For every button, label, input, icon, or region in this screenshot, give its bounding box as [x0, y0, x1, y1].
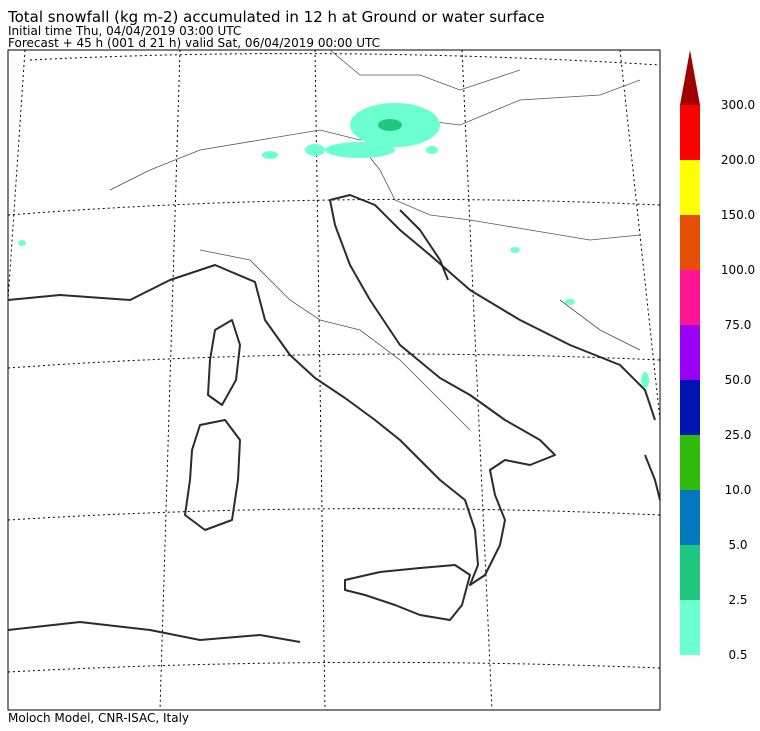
map — [7, 49, 661, 711]
colorbar-segment — [680, 215, 700, 270]
colorbar-label: 75.0 — [725, 318, 752, 332]
colorbar-label: 2.5 — [728, 593, 747, 607]
colorbar-segment — [680, 325, 700, 380]
colorbar-segment — [680, 270, 700, 325]
colorbar-segment — [680, 380, 700, 435]
colorbar-label: 150.0 — [721, 208, 755, 222]
footer: Moloch Model, CNR-ISAC, Italy — [8, 711, 189, 725]
snow-areas — [18, 103, 649, 388]
colorbar-label: 100.0 — [721, 263, 755, 277]
colorbar-label: 200.0 — [721, 153, 755, 167]
colorbar: 0.5 2.5 5.0 10.0 25.0 50.0 75.0 100.0 150.0 200.0… — [680, 50, 755, 662]
colorbar-segment — [680, 160, 700, 215]
initial-time: Initial time Thu, 04/04/2019 03:00 UTC — [8, 24, 241, 38]
borders — [109, 49, 641, 431]
coastlines — [7, 194, 661, 643]
colorbar-segment — [680, 435, 700, 490]
colorbar-segment — [680, 490, 700, 545]
colorbar-label: 10.0 — [725, 483, 752, 497]
colorbar-extend — [680, 50, 700, 105]
colorbar-label: 300.0 — [721, 98, 755, 112]
colorbar-label: 0.5 — [728, 648, 747, 662]
colorbar-segment — [680, 545, 700, 600]
forecast: Forecast + 45 h (001 d 21 h) valid Sat, … — [8, 36, 380, 50]
colorbar-label: 50.0 — [725, 373, 752, 387]
colorbar-segment — [680, 105, 700, 160]
title: Total snowfall (kg m-2) accumulated in 1… — [7, 8, 545, 26]
colorbar-segment — [680, 600, 700, 655]
colorbar-label: 5.0 — [728, 538, 747, 552]
map-frame — [7, 49, 661, 711]
colorbar-label: 25.0 — [725, 428, 752, 442]
